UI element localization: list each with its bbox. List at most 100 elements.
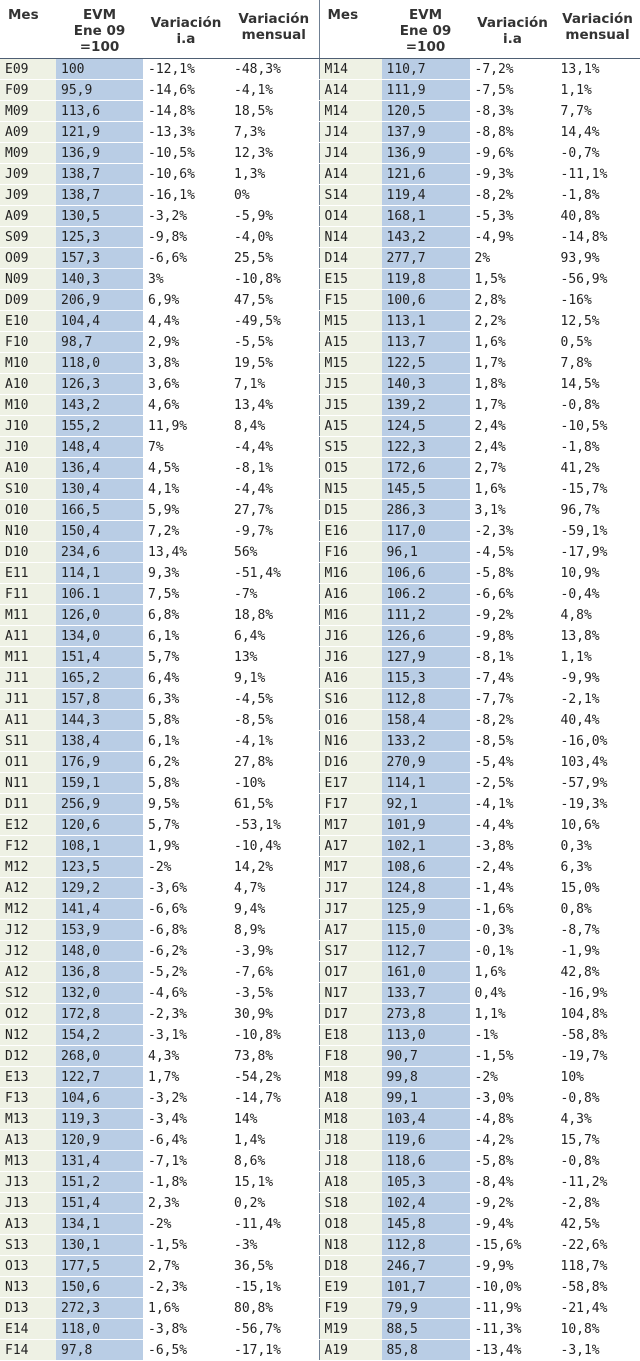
table-row: A17 115,0 -0,3% -8,7% xyxy=(319,919,640,941)
cell-variacion-mensual: -54,2% xyxy=(229,1066,319,1088)
table-row: M14 110,7 -7,2% 13,1% xyxy=(319,58,640,80)
cell-mes: J13 xyxy=(0,1171,56,1193)
header-variacion-mensual: Variación mensual xyxy=(229,0,319,59)
cell-variacion-mensual: -10,4% xyxy=(229,835,319,857)
table-row: F17 92,1 -4,1% -19,3% xyxy=(319,793,640,815)
table-row: S11 138,4 6,1% -4,1% xyxy=(0,730,319,752)
cell-variacion-ia: -8,2% xyxy=(469,184,556,206)
cell-variacion-ia: 6,1% xyxy=(143,625,229,647)
cell-mes: M13 xyxy=(0,1108,56,1130)
cell-mes: N13 xyxy=(0,1276,56,1298)
cell-evm: 256,9 xyxy=(56,793,143,815)
cell-evm: 125,9 xyxy=(381,898,470,920)
cell-evm: 139,2 xyxy=(381,394,470,416)
cell-evm: 151,2 xyxy=(56,1171,143,1193)
cell-variacion-mensual: 0,5% xyxy=(555,331,640,353)
cell-evm: 138,7 xyxy=(56,163,143,185)
cell-evm: 96,1 xyxy=(381,541,470,563)
cell-variacion-ia: -9,2% xyxy=(469,604,556,626)
cell-mes: O15 xyxy=(319,457,382,479)
cell-variacion-ia: -5,2% xyxy=(143,961,229,983)
cell-variacion-mensual: -0,7% xyxy=(555,142,640,164)
cell-variacion-ia: 1,6% xyxy=(469,331,556,353)
cell-variacion-mensual: 1,1% xyxy=(555,79,640,101)
cell-variacion-ia: -6,4% xyxy=(143,1129,229,1151)
cell-variacion-ia: 3,6% xyxy=(143,373,229,395)
cell-variacion-ia: 5,8% xyxy=(143,709,229,731)
cell-evm: 120,9 xyxy=(56,1129,143,1151)
cell-variacion-ia: -3,6% xyxy=(143,877,229,899)
table-row: D17 273,8 1,1% 104,8% xyxy=(319,1003,640,1025)
cell-evm: 102,4 xyxy=(381,1192,470,1214)
table-row: A09 121,9 -13,3% 7,3% xyxy=(0,121,319,143)
cell-mes: J14 xyxy=(319,121,382,143)
table-row: S15 122,3 2,4% -1,8% xyxy=(319,436,640,458)
cell-variacion-ia: -7,7% xyxy=(469,688,556,710)
cell-mes: S18 xyxy=(319,1192,382,1214)
cell-evm: 172,8 xyxy=(56,1003,143,1025)
cell-variacion-mensual: -3,1% xyxy=(555,1339,640,1361)
cell-variacion-mensual: 1,4% xyxy=(229,1129,319,1151)
table-row: D16 270,9 -5,4% 103,4% xyxy=(319,751,640,773)
cell-variacion-mensual: 1,1% xyxy=(555,646,640,668)
cell-variacion-ia: -8,2% xyxy=(469,709,556,731)
cell-mes: O16 xyxy=(319,709,382,731)
cell-evm: 99,8 xyxy=(381,1066,470,1088)
cell-variacion-mensual: 8,4% xyxy=(229,415,319,437)
cell-variacion-ia: -3,8% xyxy=(143,1318,229,1340)
cell-mes: E16 xyxy=(319,520,382,542)
cell-variacion-ia: -15,6% xyxy=(469,1234,556,1256)
cell-mes: E12 xyxy=(0,814,56,836)
cell-variacion-ia: 5,7% xyxy=(143,814,229,836)
cell-evm: 151,4 xyxy=(56,646,143,668)
table-row: J17 125,9 -1,6% 0,8% xyxy=(319,898,640,920)
cell-evm: 111,9 xyxy=(381,79,470,101)
cell-mes: J11 xyxy=(0,688,56,710)
cell-variacion-mensual: -11,1% xyxy=(555,163,640,185)
cell-evm: 177,5 xyxy=(56,1255,143,1277)
cell-evm: 120,6 xyxy=(56,814,143,836)
cell-evm: 79,9 xyxy=(381,1297,470,1319)
cell-variacion-mensual: 0,8% xyxy=(555,898,640,920)
cell-evm: 101,7 xyxy=(381,1276,470,1298)
cell-variacion-ia: -6,5% xyxy=(143,1339,229,1361)
table-row: F16 96,1 -4,5% -17,9% xyxy=(319,541,640,563)
cell-variacion-mensual: 7,3% xyxy=(229,121,319,143)
table-row: J12 148,0 -6,2% -3,9% xyxy=(0,940,319,962)
cell-variacion-mensual: 8,6% xyxy=(229,1150,319,1172)
cell-mes: M17 xyxy=(319,856,382,878)
cell-mes: A16 xyxy=(319,583,382,605)
cell-mes: A10 xyxy=(0,373,56,395)
cell-variacion-mensual: 14% xyxy=(229,1108,319,1130)
cell-variacion-mensual: 61,5% xyxy=(229,793,319,815)
cell-variacion-ia: -5,8% xyxy=(469,562,556,584)
cell-evm: 140,3 xyxy=(381,373,470,395)
table-row: N16 133,2 -8,5% -16,0% xyxy=(319,730,640,752)
header-evm: EVM Ene 09 =100 xyxy=(381,0,470,59)
cell-evm: 119,3 xyxy=(56,1108,143,1130)
cell-evm: 286,3 xyxy=(381,499,470,521)
cell-evm: 138,7 xyxy=(56,184,143,206)
cell-variacion-ia: -9,9% xyxy=(469,1255,556,1277)
cell-variacion-ia: 6,1% xyxy=(143,730,229,752)
cell-variacion-mensual: -1,8% xyxy=(555,184,640,206)
cell-mes: N18 xyxy=(319,1234,382,1256)
table-row: F15 100,6 2,8% -16% xyxy=(319,289,640,311)
table-row: S14 119,4 -8,2% -1,8% xyxy=(319,184,640,206)
cell-variacion-ia: 1,6% xyxy=(469,961,556,983)
cell-mes: E19 xyxy=(319,1276,382,1298)
cell-evm: 126,0 xyxy=(56,604,143,626)
cell-evm: 104,6 xyxy=(56,1087,143,1109)
table-row: F12 108,1 1,9% -10,4% xyxy=(0,835,319,857)
cell-evm: 134,0 xyxy=(56,625,143,647)
cell-variacion-mensual: -15,1% xyxy=(229,1276,319,1298)
table-row: A10 136,4 4,5% -8,1% xyxy=(0,457,319,479)
cell-variacion-ia: 9,5% xyxy=(143,793,229,815)
cell-variacion-mensual: 96,7% xyxy=(555,499,640,521)
cell-variacion-mensual: -16,9% xyxy=(555,982,640,1004)
cell-variacion-mensual: -58,8% xyxy=(555,1024,640,1046)
cell-variacion-ia: -1,6% xyxy=(469,898,556,920)
cell-evm: 136,9 xyxy=(381,142,470,164)
cell-mes: D14 xyxy=(319,247,382,269)
cell-variacion-ia: -2% xyxy=(143,1213,229,1235)
